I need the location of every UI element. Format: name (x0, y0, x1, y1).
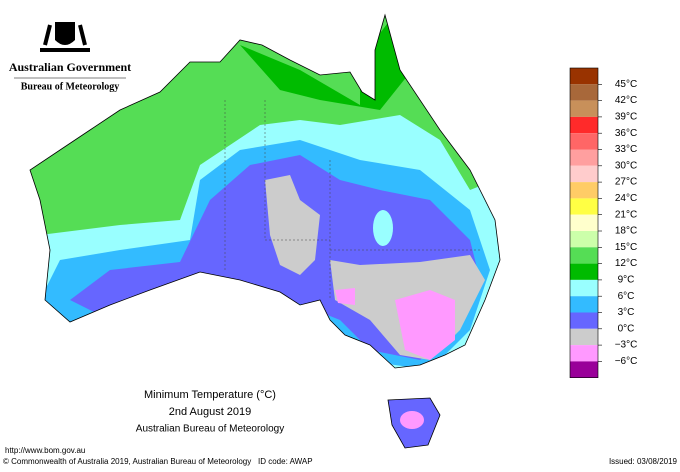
legend-label: 12°C (615, 258, 637, 269)
legend-label: 21°C (615, 209, 637, 220)
legend-label: 24°C (615, 193, 637, 204)
legend-swatch (570, 247, 598, 264)
legend-label: 42°C (615, 95, 637, 106)
legend-swatch (570, 263, 598, 280)
government-name: Australian Government (9, 60, 131, 74)
legend-swatch (570, 68, 598, 85)
legend-swatch (570, 296, 598, 313)
legend-label: 6°C (618, 291, 635, 302)
bureau-name: Bureau of Meteorology (21, 81, 120, 92)
legend-swatch (570, 182, 598, 199)
legend-swatch (570, 312, 598, 329)
footer-copyright: © Commonwealth of Australia 2019, Austra… (3, 457, 251, 466)
legend-label: 18°C (615, 226, 637, 237)
map-date: 2nd August 2019 (169, 406, 252, 418)
legend-label: 39°C (615, 112, 637, 123)
legend-label: 15°C (615, 242, 637, 253)
footer-id: ID code: AWAP (258, 457, 313, 466)
legend-swatch (570, 165, 598, 183)
legend-label: −3°C (615, 340, 638, 351)
legend-label: 0°C (618, 323, 635, 334)
legend-label: 9°C (618, 275, 635, 286)
legend-label: 30°C (615, 160, 637, 171)
legend-label: 45°C (615, 79, 637, 90)
legend-swatch (570, 345, 598, 362)
legend-swatch (570, 133, 598, 150)
legend-swatch (570, 198, 598, 215)
map-title: Minimum Temperature (°C) (144, 389, 276, 401)
legend-label: 27°C (615, 177, 637, 188)
legend-swatch (570, 328, 598, 346)
legend-label: 36°C (615, 128, 637, 139)
map-source: Australian Bureau of Meteorology (136, 424, 284, 435)
legend-frame (569, 67, 599, 379)
legend-label: −6°C (615, 356, 638, 367)
legend-swatch (570, 279, 598, 297)
legend-label: 3°C (618, 307, 635, 318)
footer-issued: Issued: 03/08/2019 (609, 457, 678, 466)
legend-label: 33°C (615, 144, 637, 155)
legend-swatch (570, 116, 598, 134)
footer-url: http://www.bom.gov.au (5, 446, 85, 455)
legend-swatch (570, 84, 598, 101)
legend: 45°C 42°C 39°C 36°C 33°C 30°C 27°C 24°C 21°C 18°C… (569, 67, 638, 379)
legend-swatch (570, 231, 598, 248)
legend-swatch (570, 214, 598, 231)
logo: Australian Government Bureau of Meteorol… (9, 22, 131, 92)
legend-swatch (570, 100, 598, 117)
legend-swatch (570, 149, 598, 166)
legend-swatch (570, 361, 598, 378)
